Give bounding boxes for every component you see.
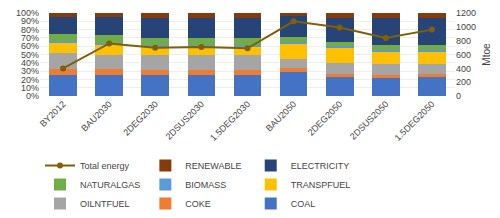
svg-text:2DSUS2050: 2DSUS2050	[348, 99, 390, 141]
svg-text:BIOMASS: BIOMASS	[185, 180, 226, 190]
svg-text:TRANSPFUEL: TRANSPFUEL	[291, 180, 351, 190]
svg-text:400: 400	[456, 64, 471, 74]
svg-text:200: 200	[456, 77, 471, 87]
svg-text:20%: 20%	[21, 75, 39, 85]
svg-text:80%: 80%	[21, 25, 39, 35]
svg-text:COKE: COKE	[185, 199, 211, 209]
svg-text:90%: 90%	[21, 16, 39, 26]
svg-text:800: 800	[456, 36, 471, 46]
svg-text:BAU2030: BAU2030	[79, 99, 113, 133]
svg-text:1200: 1200	[456, 8, 476, 18]
svg-text:2DEG2030: 2DEG2030	[121, 99, 160, 138]
svg-text:2DEG2050: 2DEG2050	[306, 99, 345, 138]
svg-text:30%: 30%	[21, 66, 39, 76]
svg-text:2DSUS2030: 2DSUS2030	[164, 99, 206, 141]
svg-text:50%: 50%	[21, 50, 39, 60]
svg-text:COAL: COAL	[291, 199, 316, 209]
svg-text:OILNTFUEL: OILNTFUEL	[80, 199, 130, 209]
svg-text:10%: 10%	[21, 83, 39, 93]
svg-text:NATURALGAS: NATURALGAS	[80, 180, 140, 190]
svg-text:BY2012: BY2012	[38, 99, 68, 129]
svg-text:40%: 40%	[21, 58, 39, 68]
svg-text:Total energy: Total energy	[80, 161, 130, 171]
svg-text:1000: 1000	[456, 22, 476, 32]
svg-text:70%: 70%	[21, 33, 39, 43]
svg-text:Mtoe: Mtoe	[481, 43, 492, 66]
svg-text:BAU2050: BAU2050	[264, 99, 298, 133]
svg-text:100%: 100%	[16, 8, 39, 18]
svg-text:0%: 0%	[26, 91, 39, 101]
svg-text:0: 0	[456, 91, 461, 101]
svg-text:RENEWABLE: RENEWABLE	[185, 161, 241, 171]
svg-text:1.5DEG2050: 1.5DEG2050	[393, 99, 437, 143]
svg-text:60%: 60%	[21, 41, 39, 51]
svg-text:600: 600	[456, 50, 471, 60]
svg-text:1.5DEG2030: 1.5DEG2030	[208, 99, 252, 143]
svg-text:ELECTRICITY: ELECTRICITY	[291, 161, 350, 171]
